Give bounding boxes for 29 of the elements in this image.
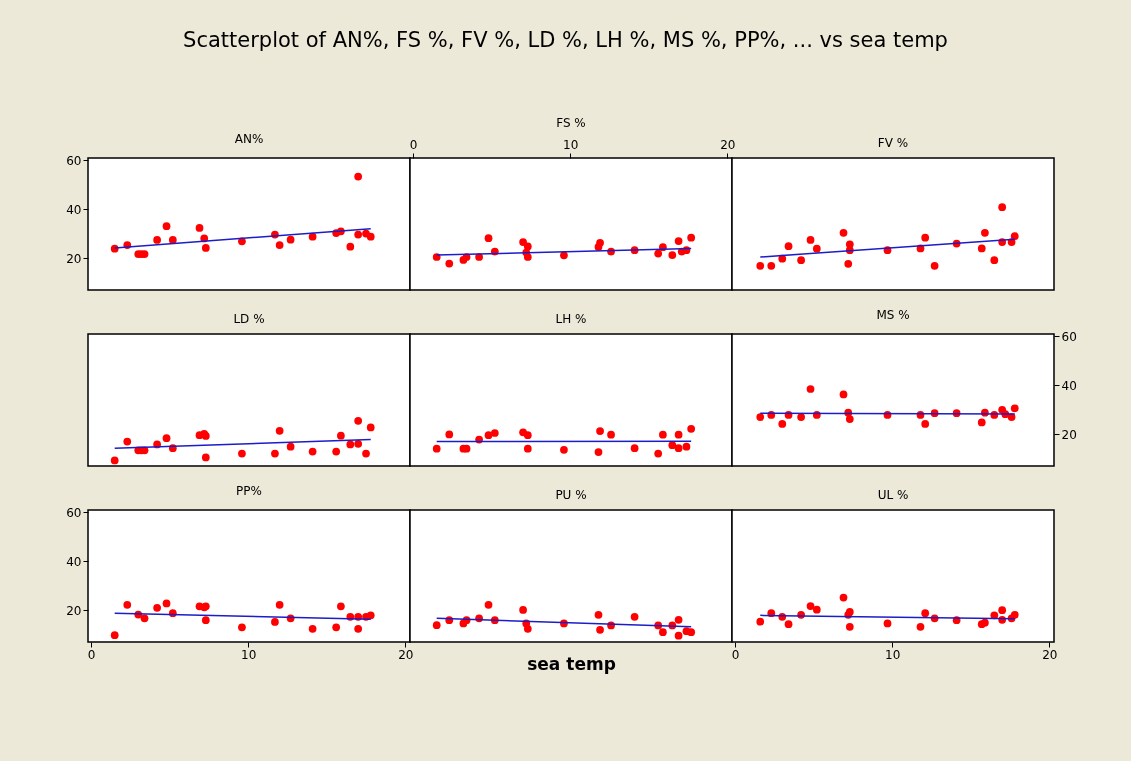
x-tick-label: 10 <box>563 137 579 152</box>
y-tick-label: 40 <box>1061 378 1077 393</box>
chart-title: AN% <box>234 132 264 147</box>
x-tick-label: 20 <box>720 137 736 152</box>
y-tick-label: 40 <box>66 554 82 569</box>
y-tick-label: 60 <box>1061 329 1077 344</box>
x-axis-title: sea temp <box>527 653 616 674</box>
x-tick-label: 10 <box>241 647 257 662</box>
chart-title: LH % <box>555 312 587 326</box>
chart-title: FV % <box>877 136 909 150</box>
x-tick-label: 0 <box>87 647 96 662</box>
x-tick-label: 10 <box>885 647 901 662</box>
y-tick-label: 20 <box>66 251 82 266</box>
text: Scatterplot of AN%, FS %, FV %, LD %, LH %, MS %, PP%, ... vs sea temp <box>182 28 949 52</box>
chart-title: MS % <box>876 308 910 323</box>
y-tick-label: 40 <box>66 202 82 217</box>
y-tick-label: 60 <box>66 153 82 168</box>
chart-title: LD % <box>233 312 265 326</box>
y-tick-label: 20 <box>1061 427 1077 442</box>
x-tick-label: 0 <box>731 647 740 662</box>
chart-title: PP% <box>236 484 262 499</box>
x-tick-label: 20 <box>398 647 414 662</box>
x-tick-label: 0 <box>409 137 418 152</box>
y-tick-label: 60 <box>66 505 82 520</box>
x-tick-label: 20 <box>1042 647 1058 662</box>
chart-title: PU % <box>555 488 587 502</box>
chart-title: FS % <box>556 116 586 130</box>
y-tick-label: 20 <box>66 603 82 618</box>
chart-title: UL % <box>877 488 909 502</box>
